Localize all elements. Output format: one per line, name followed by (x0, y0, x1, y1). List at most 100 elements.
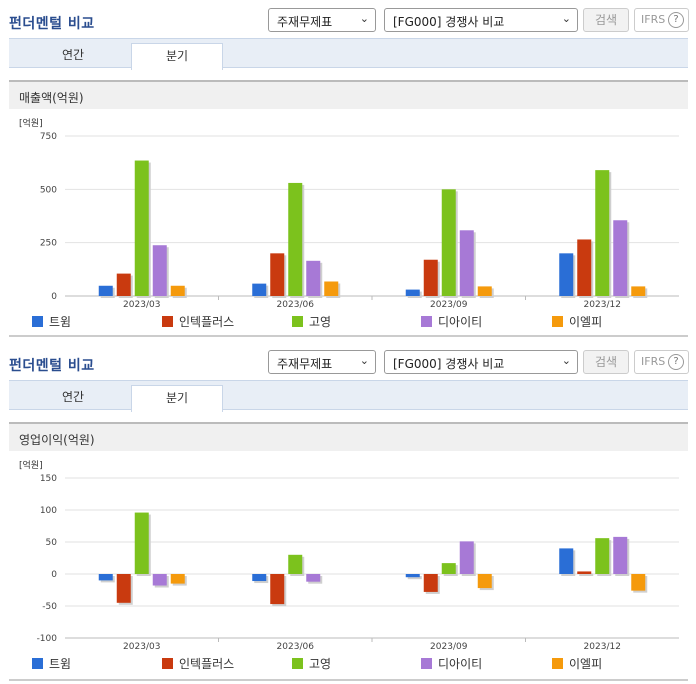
bar-고영-2023/03[interactable] (134, 512, 149, 574)
help-icon[interactable]: ? (668, 354, 684, 370)
bar-고영-2023/09[interactable] (441, 189, 456, 296)
bar-고영-2023/12[interactable] (595, 170, 610, 296)
bar-트윔-2023/12[interactable] (559, 548, 574, 574)
chart-title: 영업이익(억원) (19, 433, 95, 447)
tab-quarter[interactable]: 분기 (131, 43, 223, 70)
section-title: 펀더멘털 비교 (9, 358, 95, 374)
bar-디아이티-2023/12[interactable] (613, 220, 628, 296)
legend-swatch (162, 658, 173, 669)
legend-label: 트윔 (49, 657, 72, 671)
bar-인텍플러스-2023/12[interactable] (577, 239, 592, 296)
bar-인텍플러스-2023/09[interactable] (423, 574, 438, 592)
y-tick-label: -100 (37, 634, 58, 644)
y-tick-label: 0 (51, 570, 57, 580)
bar-트윔-2023/12[interactable] (559, 253, 574, 296)
ifrs-button[interactable]: IFRS ? (634, 8, 689, 32)
section-header: 펀더멘털 비교 주재무제표 ⌄ [FG000] 경쟁사 비교 ⌄ 검색 IFRS… (0, 0, 696, 38)
bar-디아이티-2023/09[interactable] (459, 541, 474, 574)
bar-디아이티-2023/03[interactable] (152, 245, 167, 296)
legend-item[interactable]: 트윔 (32, 655, 71, 672)
legend-item[interactable]: 고영 (292, 655, 331, 672)
section-header: 펀더멘털 비교 주재무제표 ⌄ [FG000] 경쟁사 비교 ⌄ 검색 IFRS… (0, 342, 696, 380)
legend-swatch (162, 316, 173, 327)
legend-swatch (292, 316, 303, 327)
comparison-select[interactable]: [FG000] 경쟁사 비교 ⌄ (384, 350, 578, 374)
y-tick-label: 150 (40, 474, 57, 484)
bar-이엘피-2023/06[interactable] (324, 281, 339, 296)
legend-item[interactable]: 트윔 (32, 313, 71, 330)
bar-인텍플러스-2023/06[interactable] (270, 574, 285, 605)
x-tick-label: 2023/09 (430, 300, 468, 310)
statement-type-select[interactable]: 주재무제표 ⌄ (268, 8, 376, 32)
legend-label: 이엘피 (569, 315, 603, 329)
legend-label: 이엘피 (569, 657, 603, 671)
bar-이엘피-2023/09[interactable] (477, 286, 492, 296)
bar-고영-2023/12[interactable] (595, 538, 610, 574)
legend-label: 인텍플러스 (179, 315, 235, 329)
tab-annual[interactable]: 연간 (61, 390, 85, 404)
bar-트윔-2023/03[interactable] (98, 285, 113, 296)
bar-트윔-2023/09[interactable] (405, 574, 420, 578)
bar-고영-2023/06[interactable] (288, 554, 303, 574)
search-button[interactable]: 검색 (583, 8, 629, 32)
legend-item[interactable]: 디아이티 (421, 313, 482, 330)
tab-quarter[interactable]: 분기 (131, 385, 223, 412)
tab-annual[interactable]: 연간 (61, 48, 85, 62)
statement-type-select[interactable]: 주재무제표 ⌄ (268, 350, 376, 374)
legend-item[interactable]: 인텍플러스 (162, 313, 234, 330)
chart-title: 매출액(억원) (19, 91, 84, 105)
chart-header: 매출액(억원) (9, 80, 688, 109)
operating-profit-chart: [억원] 150 100 50 0 -50 -100 2023/03 2023/06 2023/0… (19, 459, 679, 652)
bar-이엘피-2023/03[interactable] (170, 574, 185, 584)
y-unit-label: [억원] (19, 117, 43, 129)
fundamental-section-operating-profit: 펀더멘털 비교 주재무제표 ⌄ [FG000] 경쟁사 비교 ⌄ 검색 IFRS… (0, 342, 696, 684)
y-tick-label: 0 (51, 292, 57, 302)
x-tick-label: 2023/03 (123, 642, 160, 652)
legend-item[interactable]: 인텍플러스 (162, 655, 234, 672)
bar-트윔-2023/06[interactable] (252, 283, 267, 296)
bar-디아이티-2023/03[interactable] (152, 574, 167, 586)
legend-item[interactable]: 이엘피 (552, 313, 602, 330)
bar-인텍플러스-2023/03[interactable] (116, 273, 131, 296)
search-button[interactable]: 검색 (583, 350, 629, 374)
bar-shadow (407, 576, 422, 580)
comparison-value: [FG000] 경쟁사 비교 (393, 357, 505, 371)
legend-item[interactable]: 이엘피 (552, 655, 602, 672)
legend-label: 트윔 (49, 315, 72, 329)
legend-item[interactable]: 고영 (292, 313, 331, 330)
bar-고영-2023/06[interactable] (288, 182, 303, 296)
bar-디아이티-2023/06[interactable] (306, 574, 321, 582)
bar-디아이티-2023/06[interactable] (306, 260, 321, 296)
bar-이엘피-2023/12[interactable] (631, 574, 646, 591)
y-tick-label: 100 (40, 506, 57, 516)
comparison-select[interactable]: [FG000] 경쟁사 비교 ⌄ (384, 8, 578, 32)
bar-고영-2023/09[interactable] (441, 563, 456, 574)
help-icon[interactable]: ? (668, 12, 684, 28)
bar-이엘피-2023/12[interactable] (631, 286, 646, 296)
x-tick-label: 2023/06 (277, 300, 315, 310)
bar-인텍플러스-2023/09[interactable] (423, 259, 438, 296)
bar-shadow (579, 573, 594, 576)
chart-legend: 트윔 인텍플러스 고영 디아이티 이엘피 (9, 655, 688, 671)
bar-트윔-2023/06[interactable] (252, 574, 267, 582)
bar-고영-2023/03[interactable] (134, 160, 149, 296)
bar-디아이티-2023/12[interactable] (613, 536, 628, 574)
y-tick-label: 50 (46, 538, 58, 548)
bar-인텍플러스-2023/03[interactable] (116, 574, 131, 603)
legend-item[interactable]: 디아이티 (421, 655, 482, 672)
bar-인텍플러스-2023/06[interactable] (270, 253, 285, 296)
bar-인텍플러스-2023/12[interactable] (577, 571, 592, 574)
bar-트윔-2023/09[interactable] (405, 289, 420, 296)
bar-이엘피-2023/03[interactable] (170, 285, 185, 296)
chart-legend: 트윔 인텍플러스 고영 디아이티 이엘피 (9, 313, 688, 329)
bar-트윔-2023/03[interactable] (98, 574, 113, 581)
bar-디아이티-2023/09[interactable] (459, 230, 474, 296)
y-tick-label: 750 (40, 132, 57, 142)
y-unit-label: [억원] (19, 459, 43, 471)
ifrs-button[interactable]: IFRS ? (634, 350, 689, 374)
bar-이엘피-2023/09[interactable] (477, 574, 492, 589)
section-title: 펀더멘털 비교 (9, 16, 95, 32)
legend-swatch (421, 316, 432, 327)
ifrs-label: IFRS (641, 355, 666, 368)
legend-label: 고영 (309, 315, 332, 329)
